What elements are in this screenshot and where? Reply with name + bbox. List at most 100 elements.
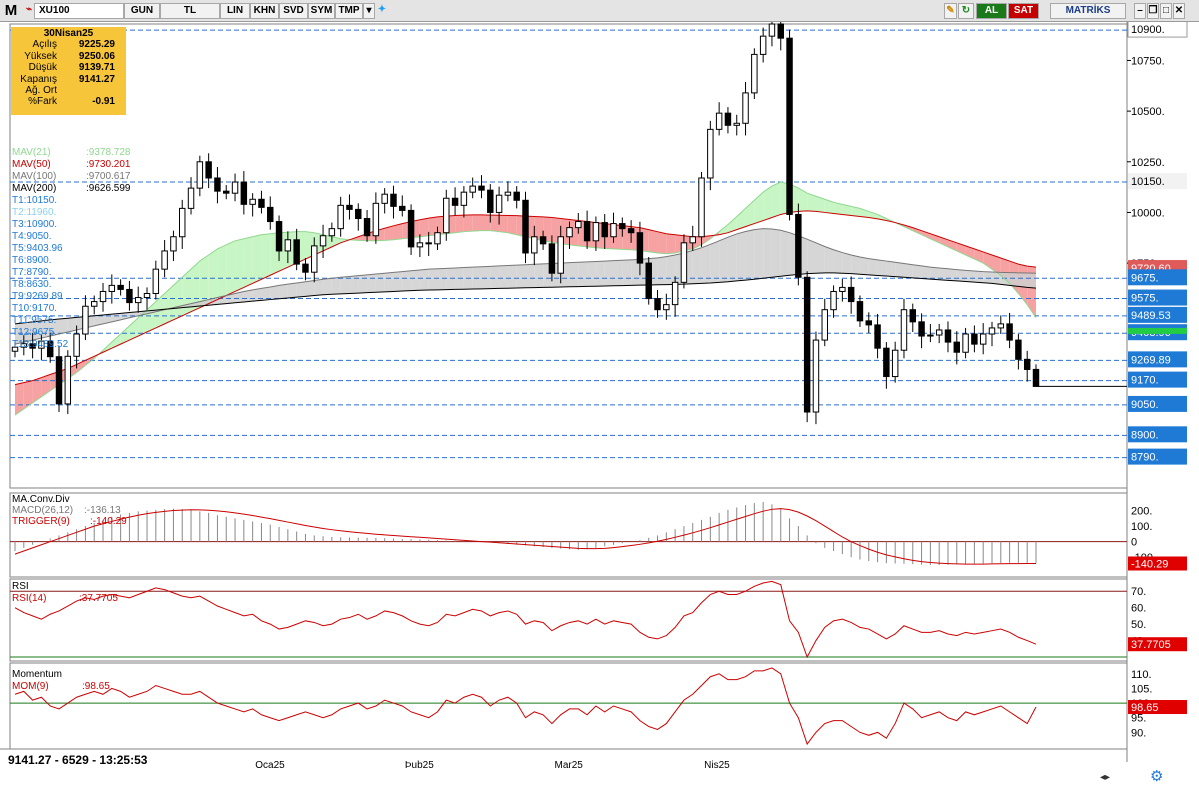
symbol-field[interactable]: XU100: [34, 3, 124, 19]
infobox-key: Açılış: [32, 39, 57, 51]
candle-body: [328, 228, 336, 237]
ma-gray-cloud-segment: [701, 244, 711, 284]
ma-cloud-segment: [455, 215, 464, 233]
ma-gray-cloud-segment: [1018, 272, 1028, 288]
candle-body: [1023, 358, 1031, 370]
sell-button[interactable]: SAT: [1008, 3, 1039, 19]
price-level-box: [1128, 173, 1187, 190]
price-level-label: 10150.: [1131, 176, 1165, 188]
ma-cloud-segment: [921, 230, 931, 239]
candle-body: [434, 232, 441, 245]
ma-cloud-segment: [543, 216, 552, 243]
candle-body: [997, 323, 1005, 329]
ma-cloud-segment: [41, 374, 51, 397]
trigger-value: :-140.29: [90, 516, 127, 527]
tmp-button[interactable]: TMP: [335, 3, 363, 19]
ma-cloud-segment: [384, 225, 394, 241]
svd-button[interactable]: SVD: [279, 3, 308, 19]
ma-gray-cloud-segment: [569, 262, 579, 287]
mav-legend-value: :9626.599: [86, 183, 131, 194]
symbol-chart-icon[interactable]: ⌁: [24, 3, 34, 19]
ma-cloud-segment: [208, 248, 218, 304]
ma-cloud-segment: [507, 215, 517, 235]
ma-gray-cloud-segment: [402, 270, 412, 292]
status-bar: 9141.27 - 6529 - 13:25:53: [8, 753, 148, 767]
ma-cloud-segment: [217, 244, 227, 300]
target-legend-label: T6:8900.: [12, 255, 51, 266]
candle-body: [311, 245, 318, 273]
infobox-value: -0.91: [92, 96, 115, 108]
pencil-icon[interactable]: ✎: [944, 3, 957, 19]
minimize-icon[interactable]: –: [1134, 3, 1146, 19]
candle-body: [355, 208, 362, 220]
candle-body: [240, 181, 248, 205]
ma-gray-cloud-segment: [1009, 272, 1019, 287]
ma-gray-cloud-segment: [94, 314, 104, 326]
ma-gray-cloud-segment: [525, 264, 535, 288]
candle-body: [293, 239, 300, 265]
price-level-box: [1128, 289, 1187, 306]
candle-body: [99, 290, 107, 303]
candle-body: [249, 198, 256, 205]
x-axis-label: Mar25: [555, 760, 584, 771]
price-tick-label: 10500.: [1131, 106, 1165, 118]
ma-gray-cloud-segment: [235, 291, 244, 303]
candle-body: [363, 218, 371, 237]
macd-title: MA.Conv.Div: [12, 494, 70, 505]
candle-body: [196, 161, 204, 189]
chevron-down-icon[interactable]: ▾: [363, 3, 375, 19]
buy-button[interactable]: AL: [976, 3, 1007, 19]
ma-gray-cloud-segment: [103, 314, 112, 324]
candle-body: [759, 35, 767, 55]
candle-body: [671, 281, 679, 306]
sym-button[interactable]: SYM: [308, 3, 335, 19]
ma-gray-cloud-segment: [622, 259, 632, 286]
rsi-title: RSI: [12, 581, 29, 592]
macd-value-box: [1128, 556, 1187, 571]
maximize-icon[interactable]: □: [1160, 3, 1172, 19]
candle-body: [267, 206, 274, 223]
ma-gray-cloud-segment: [419, 269, 429, 291]
infobox-key: Düşük: [28, 62, 57, 74]
target-legend-label: T8:8630.: [12, 279, 51, 290]
ma-cloud-segment: [798, 188, 808, 212]
ma-gray-cloud-segment: [631, 259, 640, 286]
ma-cloud-segment: [32, 377, 42, 403]
target-legend-label: T7:8790.: [12, 267, 51, 278]
candle-body: [284, 239, 292, 252]
candle-body: [909, 309, 917, 323]
mav-legend-label: MAV(200): [12, 183, 56, 194]
candle-body: [407, 209, 415, 248]
twitter-icon[interactable]: ✦: [375, 3, 389, 19]
ma-cloud-segment: [15, 382, 24, 416]
ma-cloud-segment: [648, 229, 658, 253]
refresh-icon[interactable]: ↻: [958, 3, 974, 19]
ma-gray-cloud-segment: [384, 272, 394, 292]
candle-body: [557, 236, 564, 274]
ma-gray-cloud-segment: [331, 277, 341, 295]
ma-cloud-segment: [851, 206, 860, 217]
ma-gray-cloud-segment: [763, 228, 772, 279]
restore-icon[interactable]: ❐: [1147, 3, 1159, 19]
period-button[interactable]: GUN: [124, 3, 160, 19]
infobox-date: 30Nisan25: [43, 28, 94, 39]
scale-button[interactable]: LIN: [220, 3, 250, 19]
candle-body: [460, 191, 468, 206]
ma-cloud-segment: [129, 317, 139, 341]
infobox-value: 9225.29: [78, 39, 115, 51]
price-level-label: 9575.: [1131, 293, 1159, 305]
price-tick-label: 10750.: [1131, 55, 1165, 67]
ma-gray-cloud-segment: [578, 261, 588, 287]
ma-gray-cloud-segment: [895, 262, 904, 278]
ma-gray-cloud-segment: [754, 228, 764, 280]
khn-button[interactable]: KHN: [250, 3, 279, 19]
ma-gray-cloud-segment: [446, 267, 456, 290]
target-legend-label: T12:9675.: [12, 327, 57, 338]
ma-cloud-segment: [481, 214, 491, 231]
candle-body: [663, 304, 670, 311]
candle-body: [478, 185, 485, 191]
price-level-label: 9170.: [1131, 375, 1159, 387]
close-icon[interactable]: ✕: [1173, 3, 1185, 19]
currency-button[interactable]: TL: [160, 3, 220, 19]
ma-gray-cloud-segment: [296, 281, 306, 298]
